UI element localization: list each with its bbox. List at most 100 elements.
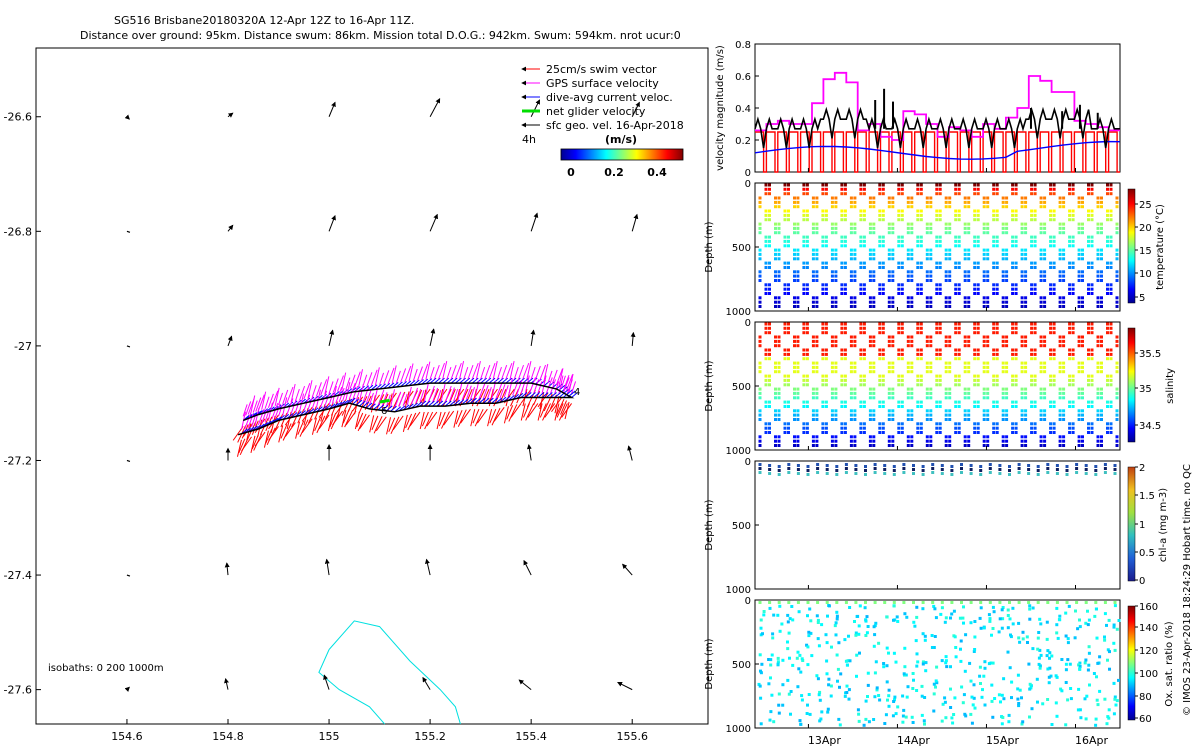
profile-point [1096,361,1100,365]
oxygen-point [1093,614,1097,618]
profile-point [995,261,999,265]
profile-point [878,378,882,382]
oxygen-point [1058,618,1062,622]
profile-point [976,348,980,352]
profile-point [862,422,866,426]
profile-point [1005,391,1009,395]
profile-point [843,405,847,408]
map-plot: 154.6 154.8 155 155.2 155.4 155.6-26.6-26.8-2… [4,47,709,743]
profile-point [859,283,863,287]
oxygen-point [1028,682,1032,686]
profile-point [824,322,828,326]
profile-point [881,209,885,213]
profile-point [862,283,866,287]
profile-point [973,283,977,287]
gps-vector [478,383,486,400]
profile-point [793,274,796,278]
profile-point [986,274,990,278]
profile-point [1077,231,1081,235]
profile-point [973,378,977,382]
profile-point [1096,248,1100,252]
profile-point [1011,183,1015,187]
profile-point [973,244,977,248]
profile-point [906,387,910,391]
profile-point [805,400,809,404]
profile-point [868,196,872,200]
profile-point [1049,239,1053,243]
profile-point [957,352,961,356]
profile-point [796,391,800,395]
swim-vector [520,403,526,421]
chla-point [777,473,781,476]
profile-point [815,391,819,395]
oxygen-point [805,712,809,715]
profile-point [1109,374,1113,378]
profile-point [1052,405,1056,408]
profile-point [859,218,863,222]
profile-point [805,348,809,352]
profile-point [906,279,910,282]
profile-point [891,365,895,369]
profile-point [811,339,815,343]
chla-point [988,471,992,474]
profile-point [811,296,815,300]
profile-point [916,378,920,382]
salinity-scatter [758,322,1119,447]
profile-point [1100,335,1103,339]
profile-point [963,274,967,278]
profile-point [1077,305,1081,308]
profile-point [1087,422,1090,426]
profile-point [919,374,923,378]
geo-vector [227,335,233,347]
oxygen-point [776,656,780,660]
profile-point [881,183,885,187]
oxygen-point [1021,637,1025,641]
profile-point [957,322,961,326]
oxygen-point [835,617,839,621]
oxygen-point [886,698,889,702]
profile-point [929,200,933,204]
profile-point [1106,326,1109,330]
profile-point [796,435,800,439]
profile-point [1087,352,1090,356]
chla-point [1065,465,1069,468]
profile-point [1011,326,1015,330]
profile-point [1043,439,1047,443]
profile-point [948,200,952,204]
profile-point [787,383,790,387]
oxygen-point [1049,674,1053,678]
profile-point [774,396,777,400]
profile-point [967,396,971,400]
chla-point [883,472,887,475]
profile-point [1071,405,1075,408]
profile-point [824,192,828,196]
oxygen-point [1021,720,1025,724]
profile-point [787,400,790,404]
profile-point [764,287,768,291]
profile-point [900,266,904,269]
profile-point [824,261,828,265]
profile-point [811,231,815,235]
profile-point [900,283,904,287]
profile-point [834,413,838,417]
profile-point [929,370,933,374]
profile-point [843,383,847,387]
profile-point [783,292,787,295]
profile-point [1001,365,1005,369]
oxygen-point [932,692,936,696]
profile-point [967,205,971,209]
profile-point [853,444,857,447]
profile-point [1106,357,1109,361]
profile-point [976,331,980,335]
profile-point [783,287,787,291]
profile-point [1087,239,1090,243]
profile-point [783,374,787,378]
profile-point [793,439,796,443]
profile-point [992,244,996,248]
profile-point [878,322,882,326]
profile-point [935,213,939,217]
swim-vector [436,411,442,430]
oxygen-point [915,615,919,619]
profile-point [995,244,999,248]
oxygen-point [768,718,772,722]
